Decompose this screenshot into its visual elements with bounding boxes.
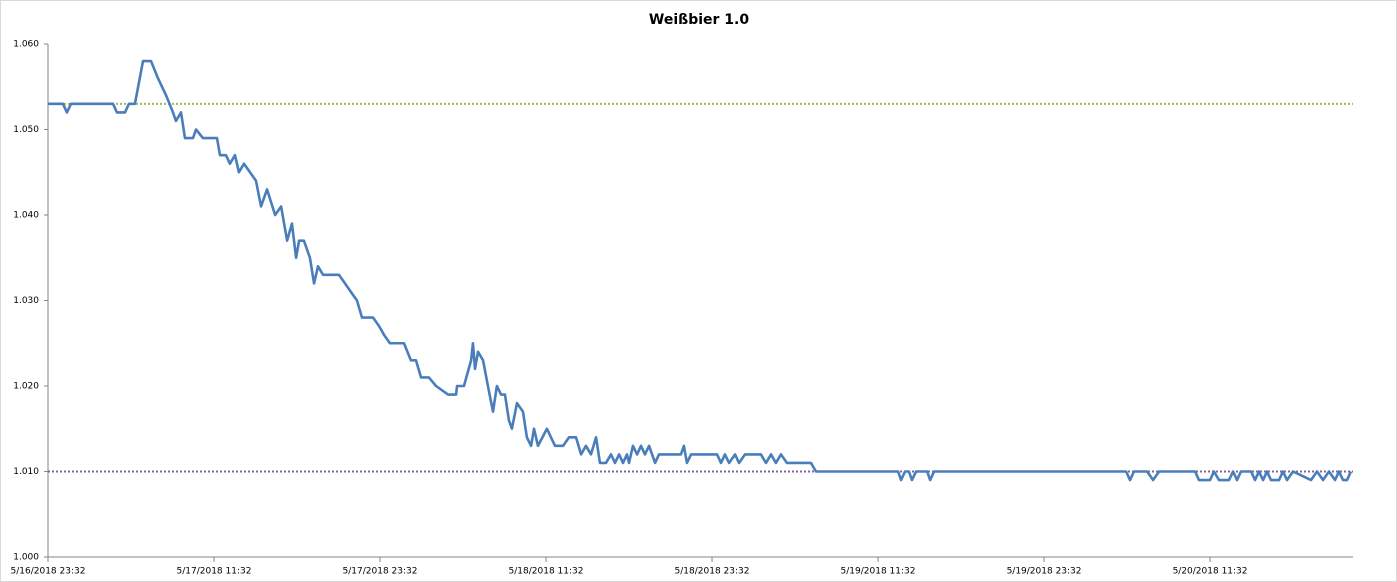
- y-tick-label: 1.010: [13, 467, 39, 477]
- x-tick-label: 5/19/2018 11:32: [841, 567, 916, 577]
- y-tick-label: 1.040: [13, 211, 39, 221]
- chart-title: Weißbier 1.0: [649, 12, 749, 28]
- y-tick-label: 1.020: [13, 382, 39, 392]
- y-tick-label: 1.030: [13, 296, 39, 306]
- y-tick-label: 1.050: [13, 125, 39, 135]
- x-tick-label: 5/18/2018 23:32: [675, 567, 750, 577]
- y-tick-label: 1.000: [13, 553, 39, 563]
- x-tick-label: 5/18/2018 11:32: [509, 567, 584, 577]
- x-tick-label: 5/17/2018 11:32: [177, 567, 252, 577]
- y-tick-label: 1.060: [13, 40, 39, 50]
- x-tick-label: 5/19/2018 23:32: [1007, 567, 1082, 577]
- x-tick-label: 5/16/2018 23:32: [11, 567, 86, 577]
- series-line: [48, 59, 1353, 482]
- x-tick-label: 5/20/2018 11:32: [1173, 567, 1248, 577]
- x-tick-label: 5/17/2018 23:32: [343, 567, 418, 577]
